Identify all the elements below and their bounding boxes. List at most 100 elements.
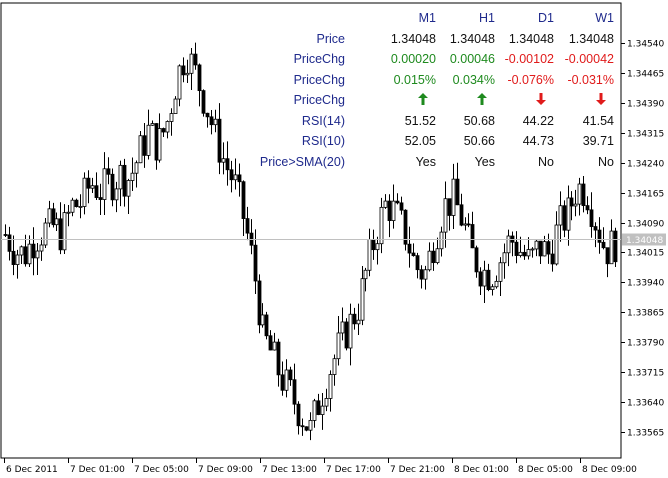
- candle-down: [86, 177, 91, 189]
- candle-down: [474, 247, 479, 273]
- table-cell: 1.34048: [568, 31, 614, 46]
- candle-up: [102, 168, 107, 200]
- candle-up: [439, 231, 444, 250]
- candle-up: [340, 321, 345, 334]
- candle-down: [581, 183, 586, 206]
- candle-up: [363, 269, 368, 280]
- candle-up: [260, 314, 265, 326]
- candle-up: [451, 178, 456, 216]
- table-cell: 44.73: [522, 134, 554, 148]
- candle-up: [383, 200, 388, 208]
- candle-up: [502, 252, 507, 264]
- candle-down: [538, 240, 543, 257]
- candle-up: [573, 203, 578, 207]
- table-header-row: M1 H1 D1 W1: [270, 8, 618, 29]
- candle-up: [70, 199, 75, 213]
- table-row: PriceChg 0.015% 0.034% -0.076% -0.031%: [270, 70, 618, 91]
- candle-down: [51, 208, 56, 226]
- candle-up: [35, 250, 40, 259]
- candle-up: [54, 218, 59, 226]
- candle-down: [106, 168, 111, 175]
- candle-up: [435, 248, 440, 264]
- candle-down: [205, 112, 210, 118]
- candle-up: [27, 243, 32, 265]
- candle-up: [332, 358, 337, 375]
- table-cell: 0.015%: [393, 72, 436, 87]
- candle-up: [130, 172, 135, 181]
- candle-down: [268, 335, 273, 351]
- candle-down: [276, 341, 281, 376]
- candle-up: [15, 254, 20, 265]
- table-row: PriceChg: [270, 90, 618, 111]
- candle-up: [609, 230, 614, 265]
- candle-down: [237, 174, 242, 183]
- table-cell: 41.54: [582, 113, 614, 128]
- candle-down: [241, 181, 246, 219]
- table-row: RSI(14) 51.52 50.68 44.22 41.54: [270, 111, 618, 132]
- x-tick-label: 7 Dec 17:00: [326, 465, 381, 475]
- candle-up: [233, 174, 238, 181]
- table-cell: 39.71: [582, 134, 614, 148]
- x-tick-label: 7 Dec 13:00: [262, 465, 317, 475]
- row-label: Price>SMA(20): [259, 154, 345, 169]
- candle-down: [229, 169, 234, 181]
- column-header-m1: M1: [418, 11, 436, 25]
- table-row: PriceChg 0.00020 0.00046 -0.00102 -0.00042: [270, 49, 618, 70]
- candle-up: [566, 197, 571, 231]
- candle-up: [577, 183, 582, 205]
- indicator-table: M1 H1 D1 W1 Price 1.34048 1.34048 1.34048 1.…: [260, 8, 618, 172]
- candle-down: [589, 209, 594, 227]
- candle-down: [569, 197, 574, 207]
- table-cell: -0.031%: [567, 72, 614, 87]
- candle-up: [82, 177, 87, 207]
- trend-arrow-cell: [556, 93, 614, 108]
- candle-up: [272, 341, 277, 351]
- candle-down: [546, 241, 551, 255]
- candle-up: [213, 118, 218, 126]
- table-cell: No: [538, 154, 554, 169]
- candle-up: [348, 313, 353, 349]
- candle-down: [419, 269, 424, 280]
- table-cell: -0.00102: [504, 52, 554, 66]
- candle-down: [280, 374, 285, 391]
- table-cell: 1.34048: [508, 31, 554, 46]
- row-label: Price: [316, 31, 345, 46]
- x-tick-label: 8 Dec 01:00: [454, 465, 509, 475]
- candle-down: [161, 128, 166, 133]
- candle-up: [482, 269, 487, 287]
- trend-arrow-cell: [437, 93, 495, 108]
- table-cell: 0.00046: [449, 52, 495, 66]
- candle-up: [558, 205, 563, 226]
- table-cell: -0.00042: [564, 52, 614, 66]
- current-price-label: 1.34048: [626, 236, 663, 246]
- candle-up: [78, 206, 83, 208]
- x-tick-label: 7 Dec 21:00: [390, 465, 445, 475]
- candle-up: [356, 319, 361, 325]
- candle-down: [597, 229, 602, 243]
- candle-down: [522, 251, 527, 257]
- candle-up: [150, 123, 155, 126]
- candle-up: [498, 262, 503, 282]
- trend-arrow-cell: [496, 93, 554, 108]
- row-label: RSI(10): [301, 134, 345, 148]
- table-cell: 50.66: [463, 134, 495, 148]
- candle-down: [58, 218, 63, 251]
- candle-down: [455, 178, 460, 206]
- candle-down: [411, 252, 416, 257]
- y-tick-label: 1.33565: [627, 429, 664, 439]
- candle-down: [23, 246, 28, 265]
- candle-down: [605, 247, 610, 265]
- candle-down: [3, 234, 8, 236]
- column-header-w1: W1: [595, 11, 614, 25]
- candle-down: [593, 226, 598, 231]
- candle-up: [157, 128, 162, 161]
- candle-up: [367, 239, 372, 271]
- candle-up: [336, 332, 341, 360]
- x-tick-label: 8 Dec 05:00: [518, 465, 573, 475]
- y-tick-label: 1.34015: [627, 249, 664, 259]
- candle-down: [585, 205, 590, 211]
- candle-down: [7, 234, 12, 252]
- candle-up: [90, 185, 95, 189]
